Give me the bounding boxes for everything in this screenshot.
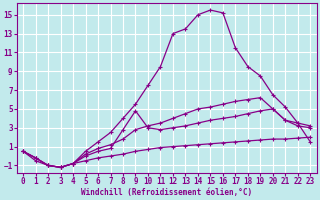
X-axis label: Windchill (Refroidissement éolien,°C): Windchill (Refroidissement éolien,°C) [81, 188, 252, 197]
